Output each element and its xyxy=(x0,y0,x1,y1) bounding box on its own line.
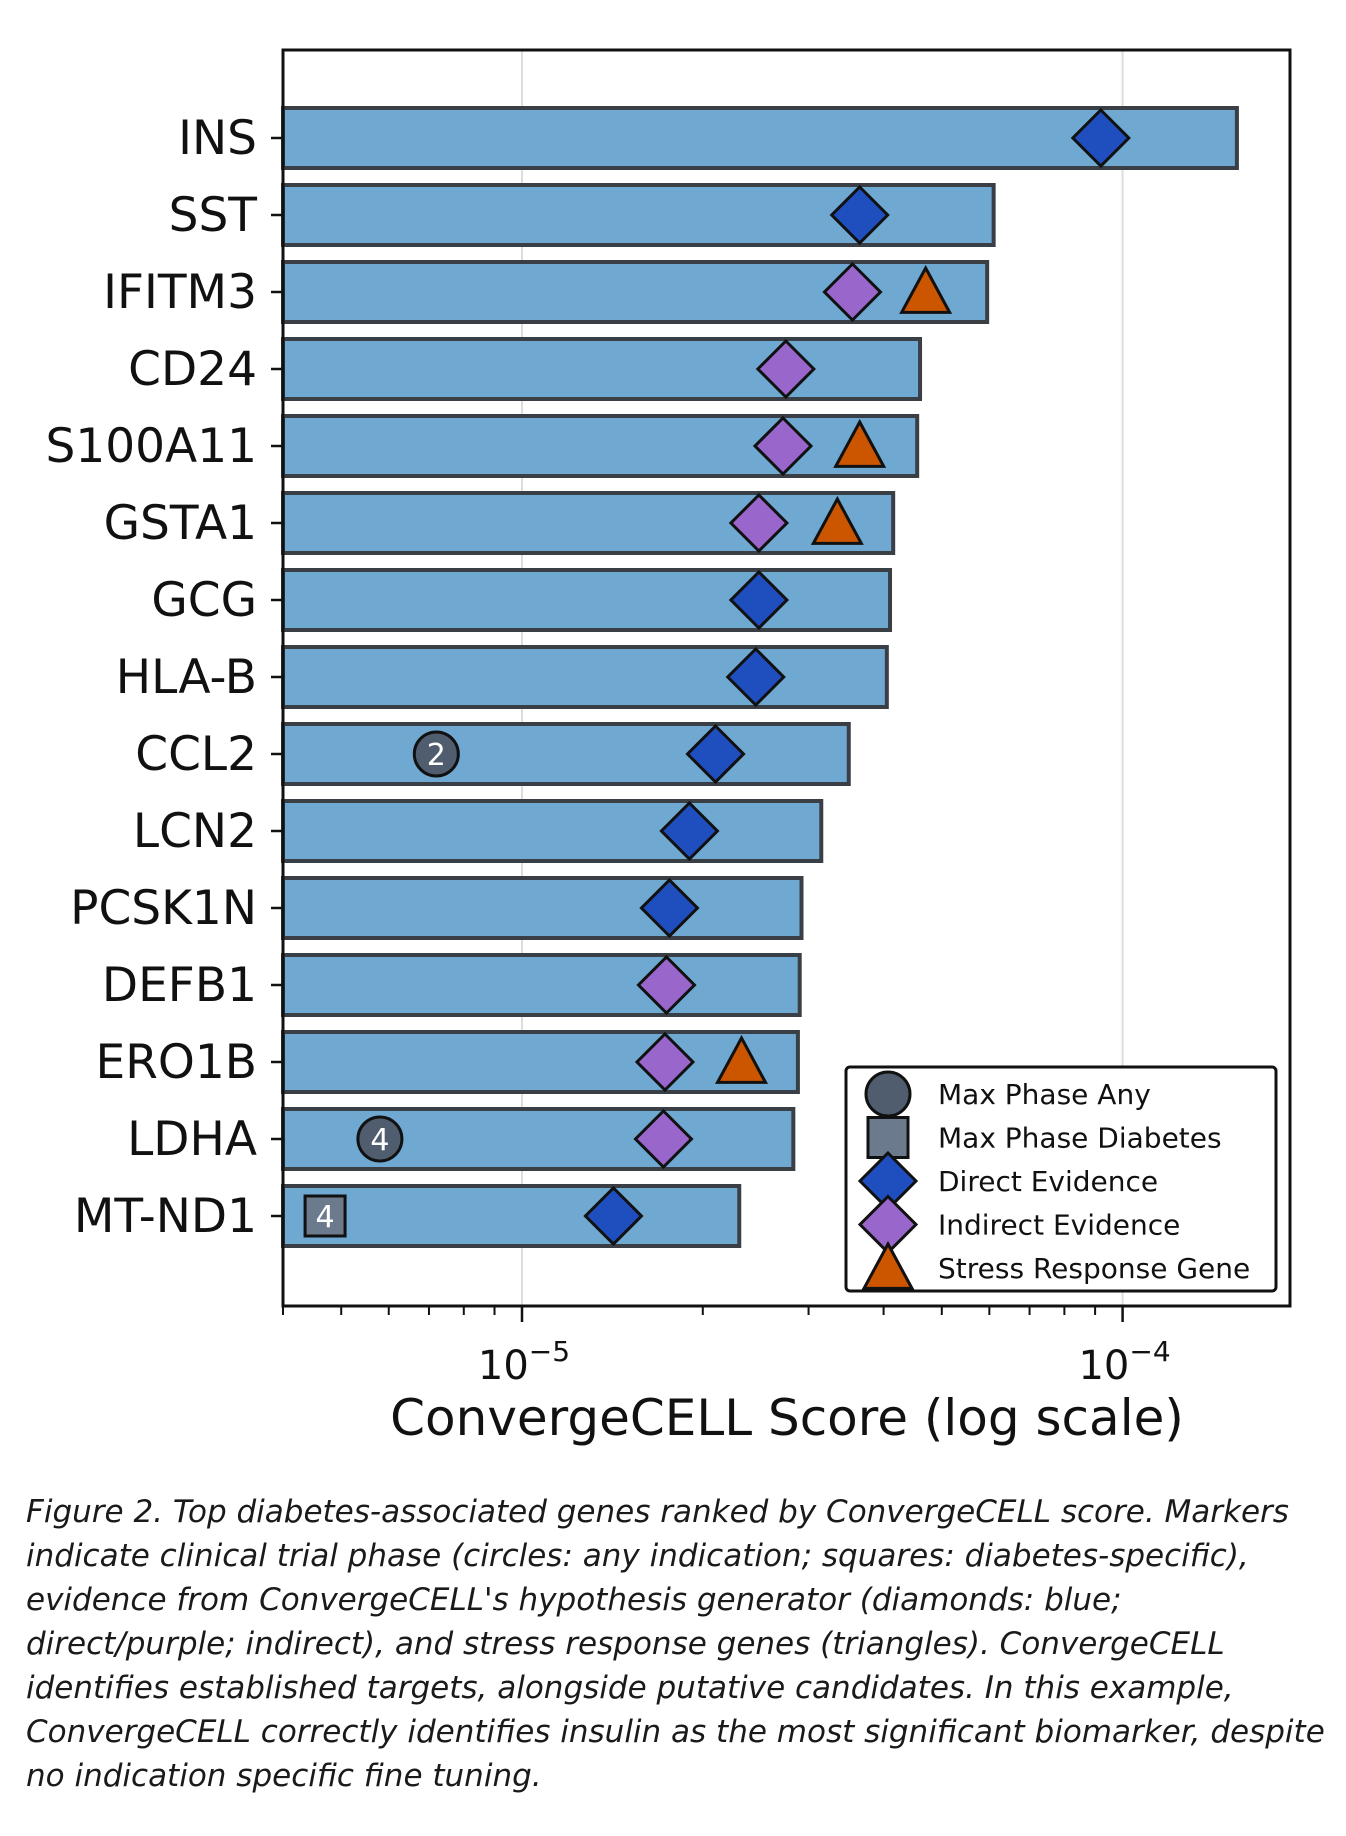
y-tick-label-ifitm3: IFITM3 xyxy=(103,265,257,320)
indirect-marker-s100a11 xyxy=(752,415,814,477)
figure-caption: Figure 2. Top diabetes-associated genes … xyxy=(26,1494,1325,1794)
direct-marker-pcsk1n xyxy=(639,877,700,939)
stress-marker-ero1b xyxy=(714,1034,769,1084)
legend-label: Indirect Evidence xyxy=(938,1209,1180,1242)
phase-any-marker-ldha xyxy=(356,1115,404,1163)
bar-hla-b xyxy=(281,645,889,709)
y-tick-label-defb1: DEFB1 xyxy=(102,958,257,1013)
markers: 2 4 4 xyxy=(303,107,1131,1247)
bars xyxy=(281,106,1239,1248)
indirect-marker-cd24 xyxy=(755,338,816,400)
x-axis-label: ConvergeCELL Score (log scale) xyxy=(390,1389,1184,1447)
x-tick-label: 10−5 xyxy=(478,1335,570,1389)
y-tick-label-lcn2: LCN2 xyxy=(133,804,257,859)
y-tick-label-s100a11: S100A11 xyxy=(46,419,258,474)
legend-circle-icon xyxy=(864,1070,912,1118)
y-tick-label-gsta1: GSTA1 xyxy=(104,496,257,551)
y-tick-label-ldha: LDHA xyxy=(127,1112,257,1167)
legend-label: Direct Evidence xyxy=(938,1165,1158,1198)
bar-ccl2 xyxy=(281,722,851,786)
axes: INS SST IFITM3 CD24 S100A11 GSTA1 GCG HLA-B CCL2… xyxy=(46,48,1292,1389)
bar-mt-nd1 xyxy=(281,1184,742,1248)
y-tick-label-mt-nd1: MT-ND1 xyxy=(74,1189,257,1244)
legend-label: Stress Response Gene xyxy=(938,1252,1250,1285)
legend-box xyxy=(844,1065,1278,1293)
direct-marker-ins xyxy=(1070,107,1131,169)
legend-triangle-icon xyxy=(861,1240,915,1290)
y-tick-label-ins: INS xyxy=(178,111,257,166)
indirect-marker-ero1b xyxy=(634,1031,696,1093)
bar-gsta1 xyxy=(281,491,896,555)
bar-defb1 xyxy=(281,953,802,1017)
legend-square-icon xyxy=(866,1116,910,1159)
indirect-marker-defb1 xyxy=(636,954,697,1016)
phase-diabetes-marker-mt-nd1 xyxy=(303,1194,347,1238)
y-tick-label-hla-b: HLA-B xyxy=(116,650,257,705)
bar-lcn2 xyxy=(281,799,824,863)
legend-label: Max Phase Any xyxy=(938,1078,1151,1111)
phase-diabetes-value-mt-nd1: 4 xyxy=(316,1200,335,1235)
legend-label: Max Phase Diabetes xyxy=(938,1122,1222,1155)
direct-marker-ccl2 xyxy=(685,723,746,785)
y-tick-label-gcg: GCG xyxy=(151,573,257,628)
x-tick-label: 10−4 xyxy=(1078,1335,1170,1389)
y-tick-label-cd24: CD24 xyxy=(128,342,257,397)
bar-s100a11 xyxy=(281,414,920,478)
y-tick-label-pcsk1n: PCSK1N xyxy=(70,881,257,936)
phase-any-value-ldha: 4 xyxy=(370,1123,389,1158)
indirect-marker-gsta1 xyxy=(728,492,790,554)
bar-pcsk1n xyxy=(281,876,804,940)
y-tick-label-ccl2: CCL2 xyxy=(135,727,257,782)
y-tick-label-sst: SST xyxy=(169,188,258,243)
bar-cd24 xyxy=(281,337,923,401)
plot-frame xyxy=(281,48,1292,1308)
stress-marker-gsta1 xyxy=(810,495,864,545)
direct-marker-sst xyxy=(829,184,890,246)
bar-gcg xyxy=(281,568,893,632)
direct-marker-lcn2 xyxy=(659,800,720,862)
y-tick-label-ero1b: ERO1B xyxy=(96,1035,258,1090)
direct-marker-hla-b xyxy=(725,646,786,708)
stress-marker-ifitm3 xyxy=(899,264,953,314)
bar-ero1b xyxy=(281,1030,800,1094)
phase-any-value-ccl2: 2 xyxy=(427,738,446,773)
stress-marker-s100a11 xyxy=(833,418,887,468)
chart: 2 4 4 INS SST IFITM3 CD24 S100A11 GSTA1 GCG HLA-B… xyxy=(46,48,1292,1447)
direct-marker-gcg xyxy=(728,569,790,631)
phase-any-marker-ccl2 xyxy=(412,730,460,778)
indirect-marker-ifitm3 xyxy=(822,261,883,323)
direct-marker-mt-nd1 xyxy=(583,1185,644,1247)
legend: Max Phase Any Max Phase Diabetes Direct Ev… xyxy=(844,1065,1278,1293)
indirect-marker-ldha xyxy=(633,1108,694,1170)
